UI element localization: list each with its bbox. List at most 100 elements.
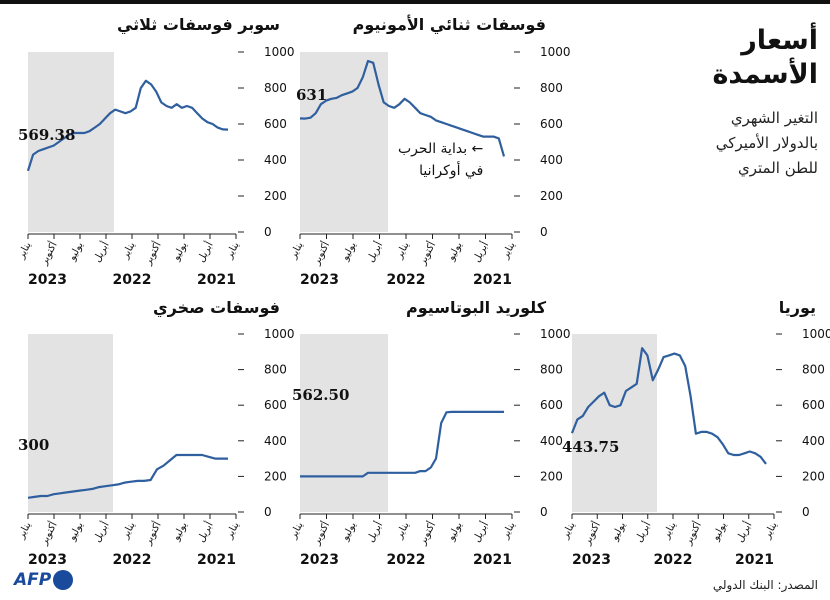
afp-logo-dot bbox=[53, 570, 74, 590]
chart-title-tsp: سوبر فوسفات ثلاثي bbox=[116, 15, 280, 34]
x-tick-label: أكتوبر bbox=[140, 519, 163, 547]
x-tick-label: أبريل bbox=[632, 519, 654, 544]
x-tick-label: يناير bbox=[499, 520, 517, 541]
x-tick-label: يناير bbox=[223, 240, 241, 261]
year-label: 2021 bbox=[197, 272, 236, 288]
year-label: 2023 bbox=[300, 552, 339, 568]
year-label: 2022 bbox=[113, 552, 152, 568]
x-tick-label: يوليو bbox=[170, 240, 189, 263]
war-period-shade bbox=[28, 52, 114, 232]
title-line-1: أسعار bbox=[741, 25, 818, 56]
y-tick-label: 600 bbox=[802, 398, 825, 412]
y-tick-label: 600 bbox=[264, 398, 287, 412]
x-tick-label: أكتوبر bbox=[36, 239, 59, 267]
x-tick-label: يناير bbox=[287, 240, 305, 261]
arrow-icon: ← bbox=[471, 141, 484, 157]
x-tick-label: يناير bbox=[287, 520, 305, 541]
series-line bbox=[299, 59, 506, 157]
x-tick-label: أبريل bbox=[470, 519, 492, 544]
x-tick-label: أكتوبر bbox=[415, 519, 438, 547]
y-tick-label: 800 bbox=[540, 363, 563, 377]
war-period-shade bbox=[572, 334, 657, 512]
y-tick-label: 0 bbox=[540, 225, 548, 239]
x-tick-label: يوليو bbox=[609, 520, 628, 543]
x-tick-label: أبريل bbox=[470, 239, 492, 264]
x-tick-label: أكتوبر bbox=[36, 519, 59, 547]
y-tick-label: 200 bbox=[264, 189, 287, 203]
x-tick-label: يناير bbox=[223, 520, 241, 541]
series-line bbox=[570, 347, 767, 465]
chart-title-dap: فوسفات ثنائي الأمونيوم bbox=[352, 15, 546, 34]
x-tick-label: أبريل bbox=[90, 519, 112, 544]
afp-logo-text: AFP bbox=[14, 570, 52, 590]
x-tick-label: يوليو bbox=[339, 240, 358, 263]
y-tick-label: 200 bbox=[802, 469, 825, 483]
chart-title-potash: كلوريد البوتاسيوم bbox=[406, 298, 546, 317]
series-line bbox=[300, 410, 504, 478]
y-tick-label: 1000 bbox=[264, 45, 295, 59]
start-value-label: 443.75 bbox=[562, 438, 619, 456]
war-period-shade bbox=[300, 52, 388, 232]
series-line bbox=[26, 79, 229, 172]
y-tick-label: 400 bbox=[264, 153, 287, 167]
x-tick-label: يوليو bbox=[445, 520, 464, 543]
x-tick-label: يوليو bbox=[66, 520, 85, 543]
y-tick-label: 1000 bbox=[540, 327, 571, 341]
war-annotation-text-1: بداية الحرب bbox=[398, 141, 468, 157]
x-tick-label: أبريل bbox=[364, 519, 386, 544]
year-label: 2023 bbox=[28, 552, 67, 568]
year-label: 2022 bbox=[387, 272, 426, 288]
x-tick-label: يناير bbox=[15, 240, 33, 261]
x-tick-label: أبريل bbox=[194, 519, 216, 544]
y-tick-label: 800 bbox=[264, 81, 287, 95]
year-label: 2021 bbox=[735, 552, 774, 568]
start-value-label: 569.38 bbox=[18, 126, 75, 144]
y-tick-label: 0 bbox=[264, 225, 272, 239]
x-tick-label: يناير bbox=[119, 520, 137, 541]
x-tick-label: أكتوبر bbox=[309, 239, 332, 267]
x-tick-label: أبريل bbox=[364, 239, 386, 264]
y-tick-label: 400 bbox=[264, 434, 287, 448]
y-tick-label: 800 bbox=[802, 363, 825, 377]
start-value-label: 631 bbox=[296, 86, 327, 104]
x-tick-label: يناير bbox=[660, 520, 678, 541]
chart-title-rock: فوسفات صخري bbox=[152, 298, 280, 317]
x-tick-label: يوليو bbox=[66, 240, 85, 263]
start-value-label: 562.50 bbox=[292, 386, 349, 404]
top-rule bbox=[0, 0, 830, 4]
page-title: أسعار الأسمدة bbox=[712, 24, 818, 92]
x-tick-label: أكتوبر bbox=[309, 519, 332, 547]
x-tick-label: يوليو bbox=[710, 520, 729, 543]
afp-logo: AFP bbox=[14, 570, 74, 590]
war-period-shade bbox=[28, 334, 113, 512]
x-tick-label: أكتوبر bbox=[580, 519, 603, 547]
x-tick-label: أكتوبر bbox=[681, 519, 704, 547]
x-tick-label: يناير bbox=[393, 240, 411, 261]
y-tick-label: 400 bbox=[540, 434, 563, 448]
x-tick-label: يناير bbox=[761, 520, 779, 541]
start-value-label: 300 bbox=[18, 436, 49, 454]
y-tick-label: 600 bbox=[264, 117, 287, 131]
subtitle-line-3: للطن المتري bbox=[738, 159, 818, 177]
x-tick-label: أكتوبر bbox=[140, 239, 163, 267]
source-note: المصدر: البنك الدولي bbox=[712, 578, 818, 592]
y-tick-label: 200 bbox=[264, 469, 287, 483]
y-tick-label: 1000 bbox=[264, 327, 295, 341]
y-tick-label: 0 bbox=[540, 505, 548, 519]
year-label: 2023 bbox=[28, 272, 67, 288]
y-tick-label: 400 bbox=[802, 434, 825, 448]
x-tick-label: يناير bbox=[393, 520, 411, 541]
year-label: 2023 bbox=[572, 552, 611, 568]
y-tick-label: 0 bbox=[802, 505, 810, 519]
year-label: 2021 bbox=[473, 272, 512, 288]
x-tick-label: يناير bbox=[119, 240, 137, 261]
x-tick-label: يناير bbox=[15, 520, 33, 541]
year-label: 2021 bbox=[473, 552, 512, 568]
subtitle-line-2: بالدولار الأميركي bbox=[715, 134, 818, 152]
y-tick-label: 200 bbox=[540, 189, 563, 203]
x-tick-label: يناير bbox=[559, 520, 577, 541]
y-tick-label: 1000 bbox=[540, 45, 571, 59]
y-tick-label: 200 bbox=[540, 469, 563, 483]
x-tick-label: أبريل bbox=[90, 239, 112, 264]
